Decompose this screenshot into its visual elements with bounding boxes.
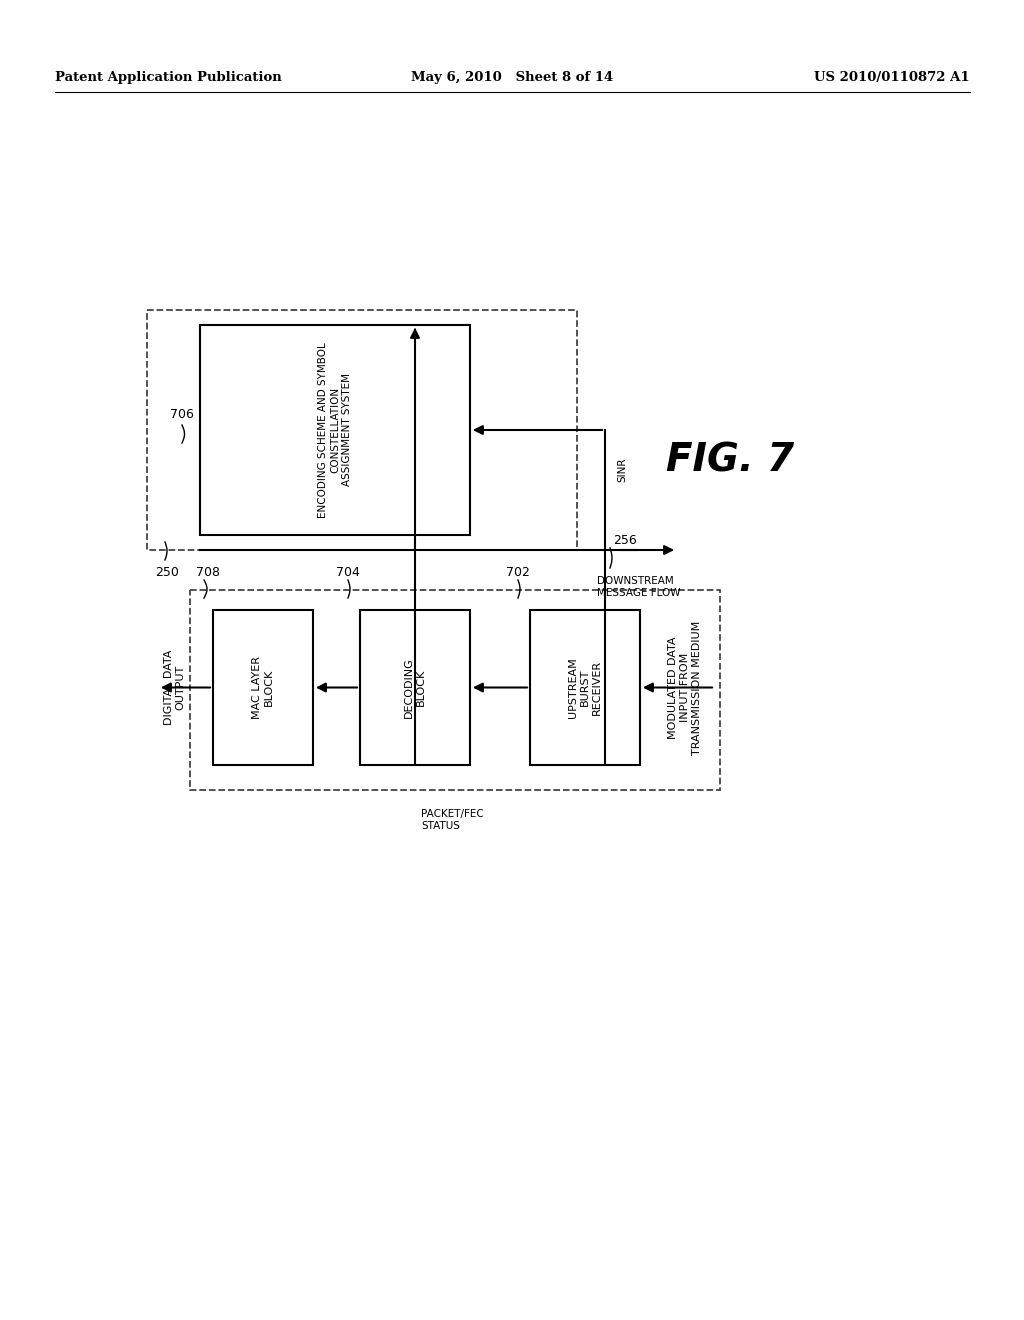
Bar <box>213 610 313 766</box>
Text: 250: 250 <box>155 565 179 578</box>
Text: May 6, 2010   Sheet 8 of 14: May 6, 2010 Sheet 8 of 14 <box>411 71 613 84</box>
Bar <box>360 610 470 766</box>
Text: 702: 702 <box>506 565 530 578</box>
Text: 706: 706 <box>170 408 194 421</box>
Text: Patent Application Publication: Patent Application Publication <box>55 71 282 84</box>
Text: 708: 708 <box>196 565 220 578</box>
Text: UPSTREAM
BURST
RECEIVER: UPSTREAM BURST RECEIVER <box>568 657 602 718</box>
Bar <box>147 310 577 550</box>
Text: DECODING
BLOCK: DECODING BLOCK <box>404 657 426 718</box>
Text: FIG. 7: FIG. 7 <box>666 441 794 479</box>
Text: 256: 256 <box>613 533 637 546</box>
Bar <box>530 610 640 766</box>
Text: DIGITAL DATA
OUTPUT: DIGITAL DATA OUTPUT <box>164 649 185 725</box>
Text: 704: 704 <box>336 565 360 578</box>
Text: ENCODING SCHEME AND SYMBOL
CONSTELLATION
ASSIGNMENT SYSTEM: ENCODING SCHEME AND SYMBOL CONSTELLATION… <box>318 342 351 517</box>
Text: SINR: SINR <box>617 458 627 482</box>
Bar <box>200 325 470 535</box>
Text: PACKET/FEC
STATUS: PACKET/FEC STATUS <box>421 809 483 830</box>
Text: DOWNSTREAM
MESSAGE FLOW: DOWNSTREAM MESSAGE FLOW <box>597 576 681 598</box>
Text: US 2010/0110872 A1: US 2010/0110872 A1 <box>814 71 970 84</box>
Text: MAC LAYER
BLOCK: MAC LAYER BLOCK <box>252 656 273 719</box>
Text: MODULATED DATA
INPUT FROM
TRANSMISSION MEDIUM: MODULATED DATA INPUT FROM TRANSMISSION M… <box>669 620 701 755</box>
Bar <box>190 590 720 789</box>
